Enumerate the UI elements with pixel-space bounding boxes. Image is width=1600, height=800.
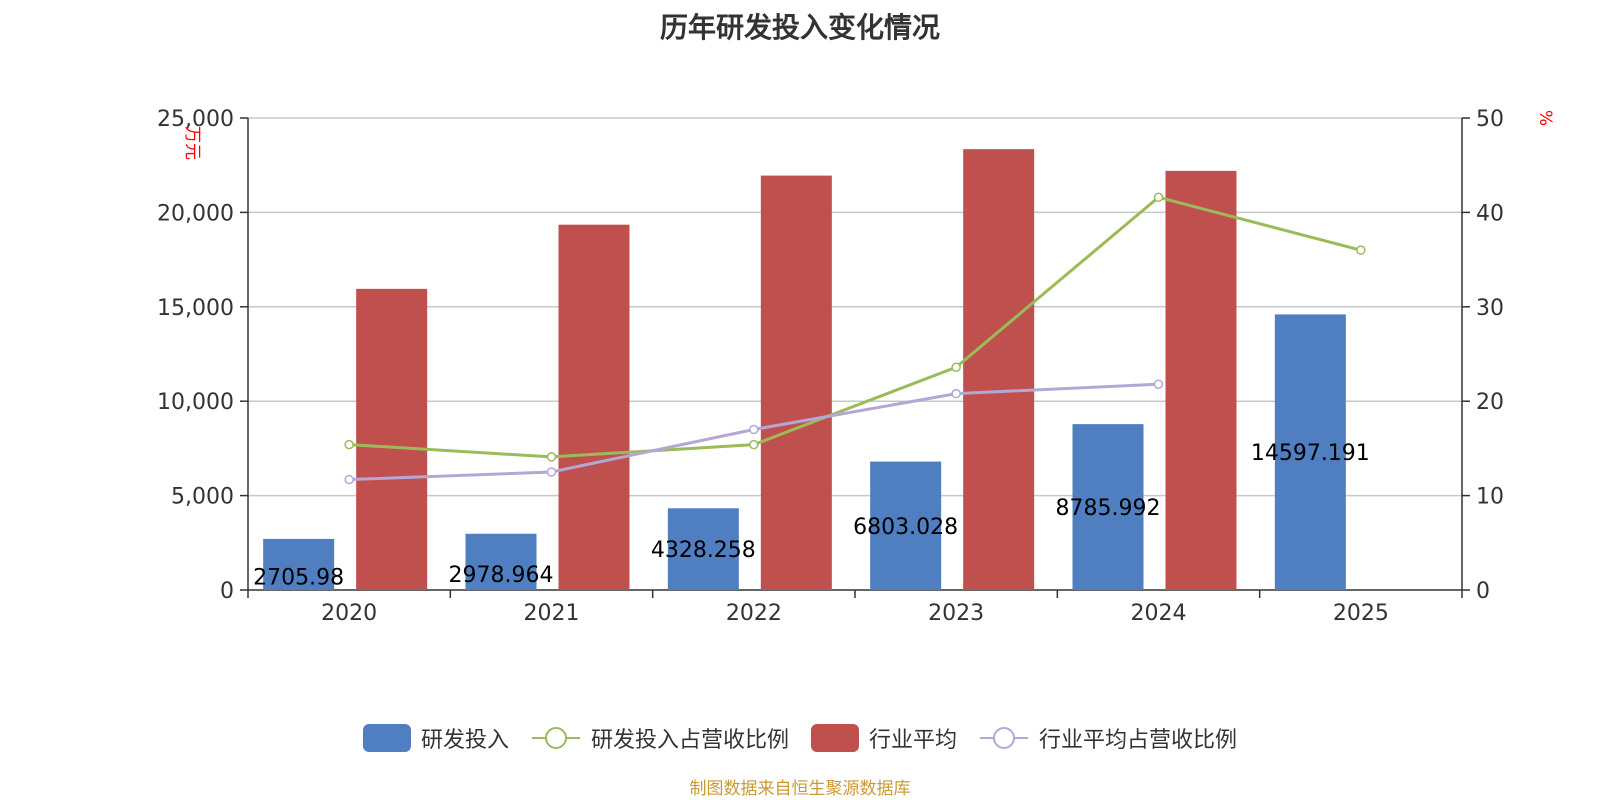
- point-industry-ratio: [951, 388, 961, 399]
- x-tick-label: 2024: [1131, 601, 1187, 626]
- y-right-tick-label: 10: [1476, 485, 1504, 510]
- legend-swatch-rd: [362, 724, 411, 752]
- bar-rd: [1274, 314, 1346, 590]
- y-right-tick-label: 50: [1476, 107, 1504, 132]
- data-label-rd: 4328.258: [651, 538, 756, 563]
- point-rd-ratio: [1153, 192, 1164, 203]
- bar-industry-avg: [760, 175, 832, 591]
- chart-canvas: 0 0 5,000 10 10,000 20 15,000 30 20,000 40 25,000 5…: [157, 107, 1555, 626]
- x-tick-label: 2025: [1333, 601, 1389, 626]
- y-left-tick-label: 0: [220, 579, 234, 604]
- legend-line-marker-rd-ratio: [531, 727, 580, 749]
- bar-rd: [870, 461, 942, 590]
- bar-industry-avg: [1165, 170, 1237, 590]
- data-label-rd: 8785.992: [1056, 496, 1161, 521]
- bar-industry-avg: [963, 149, 1035, 591]
- x-tick-label: 2022: [726, 601, 782, 626]
- bar-rd: [1072, 424, 1144, 590]
- x-tick-label: 2020: [321, 601, 377, 626]
- legend-item-industry-ratio[interactable]: 行业平均占营收比例: [979, 722, 1237, 754]
- legend-label-rd-ratio: 研发投入占营收比例: [590, 728, 789, 753]
- data-label-rd: 6803.028: [853, 515, 958, 540]
- y-left-tick-label: 15,000: [157, 296, 234, 321]
- y-left-tick-label: 5,000: [171, 485, 234, 510]
- line-rd-ratio: [349, 195, 1362, 459]
- legend-item-industry-avg[interactable]: 行业平均: [811, 722, 957, 754]
- point-rd-ratio: [951, 362, 961, 372]
- chart-title: 历年研发投入变化情况: [659, 11, 940, 44]
- legend-label-industry-avg: 行业平均: [869, 728, 958, 753]
- y-left-tick-label: 10,000: [157, 390, 234, 415]
- bar-rd: [667, 508, 739, 590]
- bar-rd: [465, 533, 537, 590]
- data-label-rd: 14597.191: [1251, 441, 1370, 466]
- legend-label-rd: 研发投入: [420, 728, 509, 753]
- bar-rd: [263, 538, 335, 590]
- legend-item-rd-ratio[interactable]: 研发投入占营收比例: [531, 722, 789, 754]
- data-label-rd: 2705.98: [253, 565, 344, 590]
- y-right-tick-label: 0: [1476, 579, 1490, 604]
- legend-label-industry-ratio: 行业平均占营收比例: [1039, 728, 1238, 753]
- data-label-rd: 2978.964: [449, 563, 554, 588]
- y-left-tick-label: 20,000: [157, 201, 234, 226]
- legend: 研发投入 研发投入占营收比例 行业平均 行业平均占营收比例: [0, 718, 1600, 758]
- x-tick-label: 2023: [928, 601, 984, 626]
- point-industry-ratio: [1153, 379, 1164, 389]
- legend-swatch-industry-avg: [811, 724, 859, 752]
- y-right-tick-label: 40: [1476, 201, 1504, 226]
- legend-line-marker-industry-ratio: [980, 727, 1029, 749]
- legend-item-rd[interactable]: 研发投入: [362, 722, 509, 754]
- point-rd-ratio: [1356, 245, 1366, 255]
- point-rd-ratio: [749, 439, 759, 450]
- point-industry-ratio: [749, 424, 759, 435]
- point-industry-ratio: [546, 467, 557, 477]
- y-left-tick-label: 25,000: [157, 107, 234, 132]
- x-tick-label: 2021: [524, 601, 580, 626]
- point-industry-ratio: [344, 474, 354, 485]
- point-rd-ratio: [546, 452, 557, 462]
- y-left-axis-unit: 万元: [182, 126, 202, 160]
- point-rd-ratio: [344, 439, 354, 450]
- y-right-tick-label: 30: [1476, 296, 1504, 321]
- source-note: 制图数据来自恒生聚源数据库: [689, 779, 911, 799]
- y-right-axis-unit: %: [1535, 110, 1555, 126]
- bar-industry-avg: [356, 288, 428, 590]
- y-right-tick-label: 20: [1476, 390, 1504, 415]
- bar-industry-avg: [558, 224, 630, 590]
